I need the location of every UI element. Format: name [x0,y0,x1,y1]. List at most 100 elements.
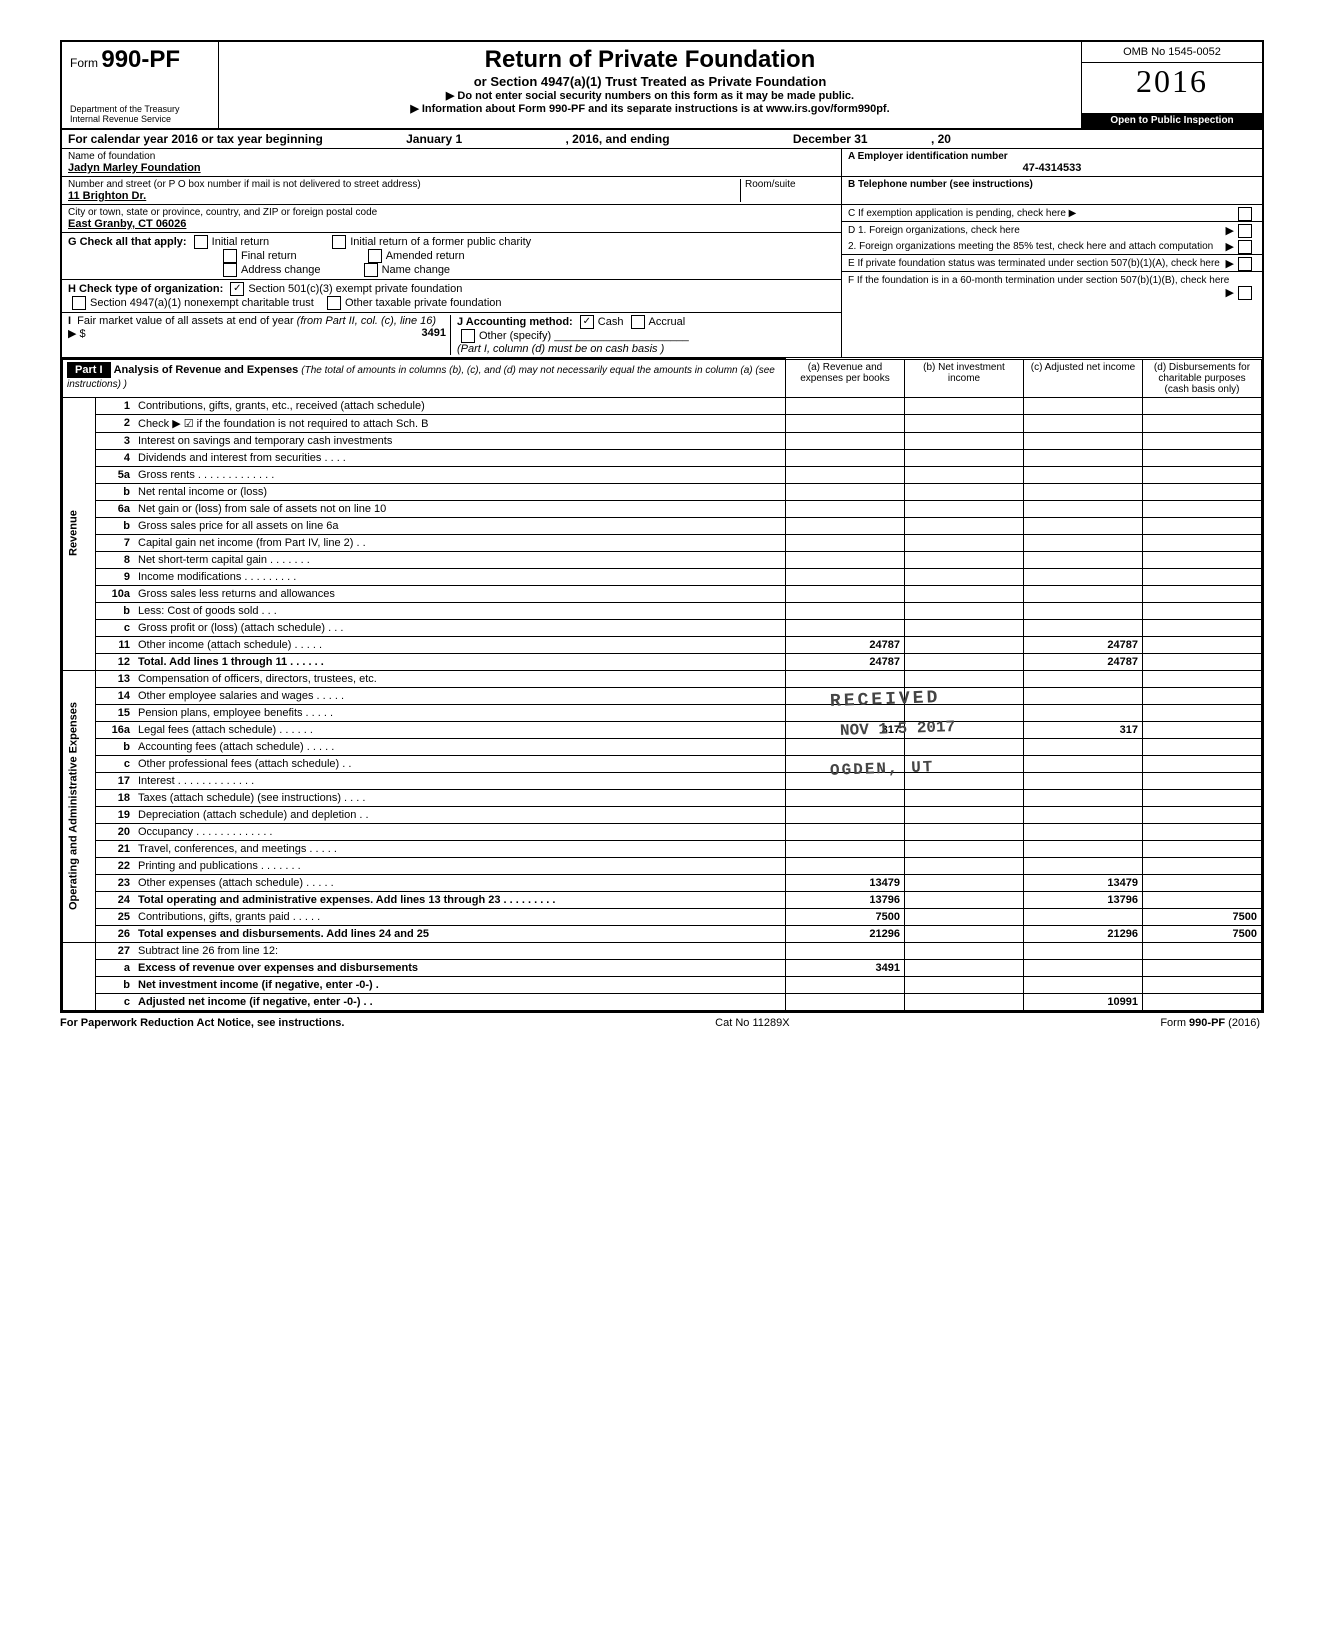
value-cell: 13796 [1024,891,1143,908]
check-e[interactable] [1238,257,1252,271]
revenue-line: 5aGross rents . . . . . . . . . . . . . [63,466,1262,483]
value-cell: 24787 [1024,636,1143,653]
form-prefix: Form [70,56,98,70]
line-description: Gross sales price for all assets on line… [134,517,786,534]
value-cell [1024,585,1143,602]
name-row: Name of foundation Jadyn Marley Foundati… [62,149,841,177]
check-d1[interactable] [1238,224,1252,238]
revenue-line: 3Interest on savings and temporary cash … [63,432,1262,449]
expense-line: 18Taxes (attach schedule) (see instructi… [63,789,1262,806]
e-label: E If private foundation status was termi… [848,258,1220,269]
footer-left: For Paperwork Reduction Act Notice, see … [60,1017,344,1029]
form-title: Return of Private Foundation [227,46,1073,74]
value-cell: 21296 [786,925,905,942]
value-cell [1143,874,1262,891]
part1-title: Analysis of Revenue and Expenses [114,364,299,376]
check-f[interactable] [1238,286,1252,300]
check-cash[interactable]: ✓ [580,315,594,329]
value-cell [905,840,1024,857]
value-cell [1143,687,1262,704]
line-description: Less: Cost of goods sold . . . [134,602,786,619]
value-cell [1024,534,1143,551]
irs-label: Internal Revenue Service [70,114,210,124]
value-cell [1024,432,1143,449]
line-description: Contributions, gifts, grants paid . . . … [134,908,786,925]
value-cell [1143,636,1262,653]
line-description: Subtract line 26 from line 12: [134,942,786,959]
line-number: b [96,976,135,993]
check-amended[interactable] [368,249,382,263]
instruction-2: ▶ Information about Form 990-PF and its … [227,102,1073,115]
value-cell [1143,806,1262,823]
check-501c3[interactable]: ✓ [230,282,244,296]
value-cell [905,653,1024,670]
value-cell [905,397,1024,414]
value-cell [1024,568,1143,585]
f-row: F If the foundation is in a 60-month ter… [842,272,1262,288]
value-cell: 13479 [1024,874,1143,891]
revenue-line: bNet rental income or (loss) [63,483,1262,500]
value-cell [1024,517,1143,534]
h-row: H Check type of organization: ✓Section 5… [62,280,841,313]
value-cell [905,738,1024,755]
value-cell [1143,755,1262,772]
line-number: 16a [96,721,135,738]
begin-date: January 1 [406,132,462,146]
ij-row: I Fair market value of all assets at end… [62,313,841,357]
line-description: Other income (attach schedule) . . . . . [134,636,786,653]
check-final[interactable] [223,249,237,263]
value-cell [1143,517,1262,534]
value-cell [1143,704,1262,721]
check-4947[interactable] [72,296,86,310]
j-label: J Accounting method: [457,316,573,328]
value-cell: 13479 [786,874,905,891]
expense-line: bAccounting fees (attach schedule) . . .… [63,738,1262,755]
foundation-name: Jadyn Marley Foundation [68,162,835,174]
value-cell [1024,772,1143,789]
line-description: Check ▶ ☑ if the foundation is not requi… [134,414,786,432]
check-initial-return[interactable] [194,235,208,249]
expense-line: 26Total expenses and disbursements. Add … [63,925,1262,942]
value-cell [786,738,905,755]
line-number: 8 [96,551,135,568]
value-cell [1143,789,1262,806]
opt-final: Final return [241,250,297,262]
net-spacer [63,942,96,1010]
col-c-header: (c) Adjusted net income [1024,359,1143,397]
check-initial-former[interactable] [332,235,346,249]
value-cell [1024,738,1143,755]
check-c[interactable] [1238,207,1252,221]
line-number: 10a [96,585,135,602]
value-cell [905,517,1024,534]
revenue-line: 12Total. Add lines 1 through 11 . . . . … [63,653,1262,670]
opt-amended: Amended return [386,250,465,262]
value-cell [905,432,1024,449]
line-number: 3 [96,432,135,449]
value-cell [1024,942,1143,959]
check-name[interactable] [364,263,378,277]
c-row: C If exemption application is pending, c… [842,205,1262,222]
check-other-method[interactable] [461,329,475,343]
value-cell [1143,670,1262,687]
value-cell [1143,483,1262,500]
footer: For Paperwork Reduction Act Notice, see … [60,1013,1260,1033]
revenue-line: 8Net short-term capital gain . . . . . .… [63,551,1262,568]
value-cell: 24787 [786,636,905,653]
line-description: Total operating and administrative expen… [134,891,786,908]
value-cell [1024,551,1143,568]
check-address[interactable] [223,263,237,277]
revenue-line: Revenue1Contributions, gifts, grants, et… [63,397,1262,414]
check-other-taxable[interactable] [327,296,341,310]
check-accrual[interactable] [631,315,645,329]
value-cell [905,449,1024,466]
line-number: 6a [96,500,135,517]
check-d2[interactable] [1238,240,1252,254]
line-description: Gross profit or (loss) (attach schedule)… [134,619,786,636]
col-d-header: (d) Disbursements for charitable purpose… [1143,359,1262,397]
value-cell [1024,840,1143,857]
line-description: Net short-term capital gain . . . . . . … [134,551,786,568]
name-label: Name of foundation [68,151,835,162]
opt-address: Address change [241,264,321,276]
line-description: Printing and publications . . . . . . . [134,857,786,874]
line-description: Total. Add lines 1 through 11 . . . . . … [134,653,786,670]
